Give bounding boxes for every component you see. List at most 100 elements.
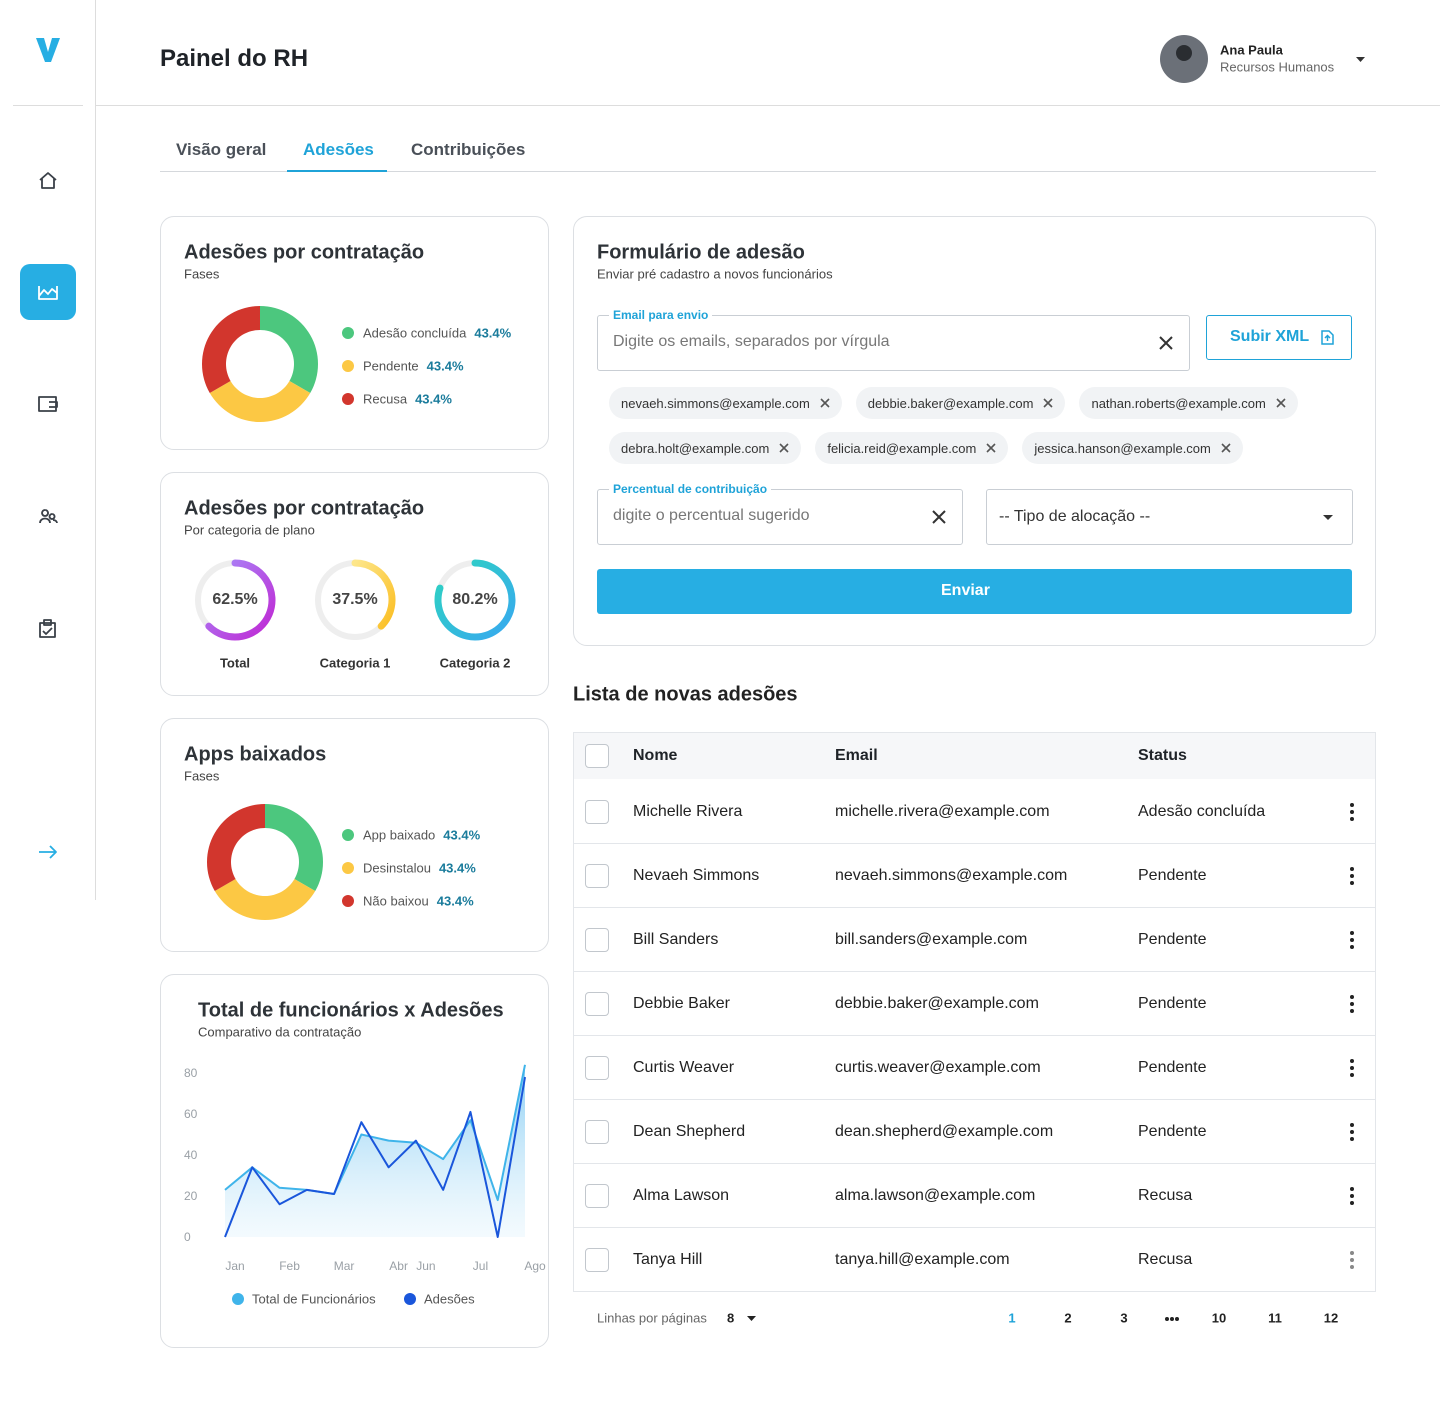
legend-dot — [342, 327, 354, 339]
active-nav-bg[interactable] — [20, 264, 76, 320]
cell-status: Recusa — [1138, 1251, 1193, 1268]
page-link[interactable]: 11 — [1268, 1310, 1282, 1326]
clear-icon[interactable] — [1159, 336, 1173, 350]
checkbox[interactable] — [585, 1120, 609, 1144]
donut-segment — [214, 879, 316, 921]
menu-dot — [1350, 817, 1354, 821]
card-title: Apps baixados — [184, 743, 327, 766]
user-caret[interactable] — [1356, 57, 1365, 62]
cell-status: Pendente — [1138, 1059, 1207, 1076]
row-menu[interactable] — [1350, 1187, 1354, 1205]
email-chip[interactable]: debra.holt@example.com — [609, 432, 802, 464]
page-link[interactable]: 1 — [1008, 1310, 1016, 1326]
menu-dot — [1350, 1265, 1354, 1269]
row-menu[interactable] — [1350, 931, 1354, 949]
email-chip[interactable]: nevaeh.simmons@example.com — [609, 387, 842, 419]
tab[interactable]: Adesões — [303, 140, 374, 159]
rows-per-page-value[interactable]: 8 — [727, 1310, 735, 1326]
user-name: Ana Paula — [1220, 42, 1283, 58]
rows-caret[interactable] — [747, 1316, 756, 1321]
clear-icon[interactable] — [932, 510, 946, 524]
tab[interactable]: Visão geral — [176, 140, 267, 159]
cell-status: Pendente — [1138, 931, 1207, 948]
email-chip[interactable]: nathan.roberts@example.com — [1079, 387, 1298, 419]
percent-input[interactable] — [597, 489, 963, 545]
legend-value: 43.4% — [438, 860, 476, 876]
checkbox[interactable] — [585, 744, 609, 768]
row-divider — [574, 843, 1375, 844]
page-link[interactable]: 10 — [1211, 1310, 1227, 1326]
menu-dot — [1350, 1059, 1354, 1063]
input-placeholder: digite o percentual sugerido — [613, 507, 810, 524]
allocation-select[interactable] — [986, 489, 1353, 545]
people-icon[interactable] — [39, 509, 58, 524]
cell-name: Nevaeh Simmons — [633, 867, 760, 884]
chip-remove[interactable] — [820, 398, 830, 408]
chip-remove[interactable] — [1043, 398, 1054, 408]
checkbox[interactable] — [585, 1184, 609, 1208]
page-link[interactable]: 3 — [1120, 1310, 1128, 1326]
chart-icon[interactable] — [38, 286, 58, 300]
chip-label: nevaeh.simmons@example.com — [621, 395, 810, 411]
legend-dot — [342, 393, 354, 405]
donut-segment — [260, 306, 318, 393]
checkbox[interactable] — [585, 992, 609, 1016]
y-tick-label: 0 — [184, 1230, 191, 1244]
cell-name: Bill Sanders — [633, 931, 719, 948]
row-menu[interactable] — [1350, 1251, 1354, 1269]
email-input[interactable] — [597, 315, 1190, 371]
avatar-head — [1176, 45, 1192, 61]
upload-button[interactable] — [1206, 315, 1352, 360]
checkbox[interactable] — [585, 1056, 609, 1080]
donut-segment — [202, 306, 260, 393]
logo[interactable] — [36, 38, 60, 62]
row-menu[interactable] — [1350, 995, 1354, 1013]
chip-remove[interactable] — [1221, 443, 1231, 453]
row-menu[interactable] — [1350, 867, 1354, 885]
wallet-icon[interactable] — [38, 396, 58, 412]
line — [224, 1076, 526, 1238]
cell-email: tanya.hill@example.com — [835, 1251, 1010, 1268]
card-subtitle: Comparativo da contratação — [198, 1024, 362, 1040]
row-menu[interactable] — [1350, 1059, 1354, 1077]
form-subtitle: Enviar pré cadastro a novos funcionários — [597, 266, 833, 282]
checkbox[interactable] — [585, 928, 609, 952]
chip-remove[interactable] — [1276, 398, 1286, 408]
home-icon[interactable] — [39, 172, 57, 189]
card-subtitle: Por categoria de plano — [184, 522, 315, 538]
row-menu[interactable] — [1350, 803, 1354, 821]
menu-dot — [1350, 1251, 1354, 1255]
cell-name: Michelle Rivera — [633, 803, 743, 820]
menu-dot — [1350, 1002, 1354, 1006]
chip-list: nevaeh.simmons@example.com debbie.baker@e… — [609, 387, 1349, 464]
chip-label: felicia.reid@example.com — [827, 440, 977, 456]
email-chip[interactable]: jessica.hanson@example.com — [1022, 432, 1243, 464]
chip-remove[interactable] — [779, 443, 789, 453]
sidebar-divider — [13, 105, 83, 106]
checkbox[interactable] — [585, 864, 609, 888]
menu-dot — [1350, 995, 1354, 999]
cell-status: Adesão concluída — [1138, 803, 1266, 820]
checkbox[interactable] — [585, 1248, 609, 1272]
gauge-arc — [351, 559, 396, 630]
chip-label: jessica.hanson@example.com — [1034, 440, 1211, 456]
page-link[interactable]: 2 — [1064, 1310, 1072, 1326]
clipboard-icon[interactable] — [39, 619, 56, 638]
cell-status: Recusa — [1138, 1187, 1193, 1204]
expand-icon[interactable] — [39, 845, 57, 859]
donut-segment — [265, 804, 323, 891]
y-tick-label: 20 — [184, 1189, 198, 1203]
email-chip[interactable]: debbie.baker@example.com — [855, 387, 1066, 419]
ellipsis-dot — [1170, 1317, 1174, 1321]
email-chip[interactable]: felicia.reid@example.com — [815, 432, 1009, 464]
row-menu[interactable] — [1350, 1123, 1354, 1141]
page-link[interactable]: 12 — [1323, 1310, 1339, 1326]
submit-button[interactable] — [597, 569, 1352, 614]
x-tick-label: Feb — [279, 1259, 300, 1273]
chip-remove[interactable] — [986, 443, 996, 453]
legend-label: App baixado — [363, 827, 436, 843]
menu-dot — [1350, 1066, 1354, 1070]
checkbox[interactable] — [585, 800, 609, 824]
tab[interactable]: Contribuições — [411, 140, 526, 159]
